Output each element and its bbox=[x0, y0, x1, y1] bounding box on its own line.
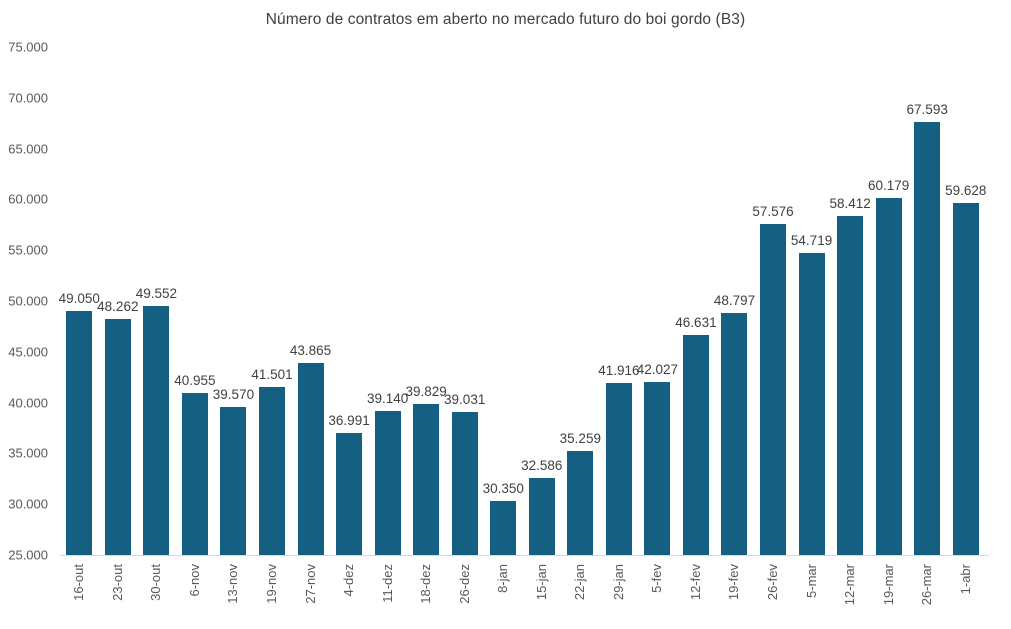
bar-value-label: 49.552 bbox=[135, 285, 177, 301]
bar-value-label: 39.570 bbox=[212, 386, 255, 402]
bar-value-label: 57.576 bbox=[752, 204, 794, 220]
x-axis-tick-label: 13-nov bbox=[225, 564, 241, 604]
y-axis-tick-label: 50.000 bbox=[8, 293, 48, 309]
x-axis-tick-label: 19-fev bbox=[726, 564, 742, 601]
x-axis-tick-label: 26-dez bbox=[456, 564, 472, 604]
x-axis-tick-label: 19-mar bbox=[880, 564, 896, 606]
bar-value-label: 54.719 bbox=[790, 233, 833, 249]
bar-value-label: 39.031 bbox=[444, 392, 486, 408]
bar bbox=[798, 253, 825, 555]
bar-value-label: 35.259 bbox=[559, 430, 601, 446]
x-axis-tick-label: 26-mar bbox=[919, 564, 935, 606]
y-axis-tick-label: 25.000 bbox=[8, 547, 48, 563]
bar bbox=[104, 318, 131, 555]
y-axis-tick-label: 30.000 bbox=[8, 496, 48, 512]
bar bbox=[490, 500, 517, 555]
bar-value-label: 59.628 bbox=[945, 183, 987, 199]
x-axis-tick-label: 8-jan bbox=[495, 564, 511, 593]
y-axis-tick-label: 35.000 bbox=[8, 445, 48, 461]
bar bbox=[682, 335, 709, 555]
x-axis-tick-label: 4-dez bbox=[341, 564, 357, 597]
x-axis-tick-label: 26-fev bbox=[765, 564, 781, 601]
y-axis: 25.000 30.000 35.000 40.000 45.000 50.000 55.0… bbox=[0, 0, 48, 629]
bar bbox=[875, 197, 902, 555]
bar-value-label: 39.829 bbox=[405, 384, 447, 400]
y-axis-tick-label: 70.000 bbox=[8, 90, 48, 106]
bar-value-label: 32.586 bbox=[521, 457, 563, 473]
y-axis-tick-label: 75.000 bbox=[8, 39, 48, 55]
y-axis-tick-label: 65.000 bbox=[8, 141, 48, 157]
bar-value-label: 42.027 bbox=[636, 362, 679, 377]
y-axis-tick-label: 45.000 bbox=[8, 344, 48, 360]
bar-value-label: 49.050 bbox=[58, 290, 100, 306]
bar bbox=[528, 477, 555, 555]
bar bbox=[567, 450, 594, 555]
bar bbox=[143, 305, 170, 555]
bar bbox=[644, 382, 671, 555]
x-axis-tick-label: 1-abr bbox=[957, 564, 973, 595]
bar bbox=[721, 313, 748, 555]
bar bbox=[336, 433, 363, 555]
bar-value-label: 43.865 bbox=[289, 343, 332, 359]
bar bbox=[181, 392, 208, 555]
x-axis-tick-label: 11-dez bbox=[379, 564, 395, 603]
x-axis-tick-label: 29-jan bbox=[610, 564, 626, 601]
bar bbox=[451, 412, 478, 555]
bar bbox=[220, 406, 247, 555]
bar-value-label: 39.140 bbox=[366, 391, 409, 407]
y-axis-tick-label: 60.000 bbox=[8, 191, 48, 207]
bar bbox=[952, 203, 979, 555]
bar-value-label: 30.350 bbox=[482, 480, 524, 496]
bar bbox=[837, 215, 864, 555]
x-axis-tick-label: 18-dez bbox=[418, 564, 434, 604]
bar bbox=[258, 387, 285, 555]
bar-value-label: 60.179 bbox=[867, 177, 910, 193]
bar bbox=[66, 310, 93, 555]
x-axis-tick-label: 27-nov bbox=[302, 564, 318, 604]
bar-value-label: 48.797 bbox=[713, 293, 756, 309]
x-axis-tick-label: 30-out bbox=[148, 564, 164, 601]
bar bbox=[374, 411, 401, 555]
x-axis-tick-label: 5-mar bbox=[803, 564, 819, 598]
x-axis-tick-label: 16-out bbox=[71, 564, 87, 601]
bar bbox=[413, 404, 440, 555]
bar-value-label: 40.955 bbox=[174, 372, 216, 388]
bar-value-label: 67.593 bbox=[906, 102, 948, 118]
x-axis-tick-label: 23-out bbox=[109, 564, 125, 601]
y-axis-tick-label: 55.000 bbox=[8, 242, 48, 258]
bar bbox=[760, 224, 787, 555]
chart-title: Número de contratos em aberto no mercado… bbox=[265, 11, 746, 28]
x-axis-tick-label: 12-mar bbox=[842, 564, 858, 606]
x-axis-tick-label: 15-jan bbox=[533, 564, 549, 601]
bar-value-label: 36.991 bbox=[328, 413, 370, 429]
bar-value-label: 48.262 bbox=[97, 298, 139, 314]
x-axis-line bbox=[60, 555, 989, 556]
bar-value-label: 58.412 bbox=[829, 195, 871, 211]
x-axis-tick-label: 22-jan bbox=[572, 564, 588, 601]
x-axis-tick-label: 19-nov bbox=[263, 564, 279, 604]
bar-value-label: 46.631 bbox=[675, 315, 717, 331]
bar bbox=[605, 383, 632, 555]
x-axis-tick-label: 6-nov bbox=[186, 564, 202, 597]
bar-value-label: 41.501 bbox=[251, 367, 293, 383]
bar-value-label: 41.916 bbox=[598, 363, 640, 379]
y-axis-tick-label: 40.000 bbox=[8, 395, 48, 411]
x-axis-tick-label: 5-fev bbox=[649, 564, 665, 593]
bar bbox=[914, 122, 941, 555]
bar bbox=[297, 363, 324, 555]
x-axis-tick-label: 12-fev bbox=[687, 564, 703, 601]
